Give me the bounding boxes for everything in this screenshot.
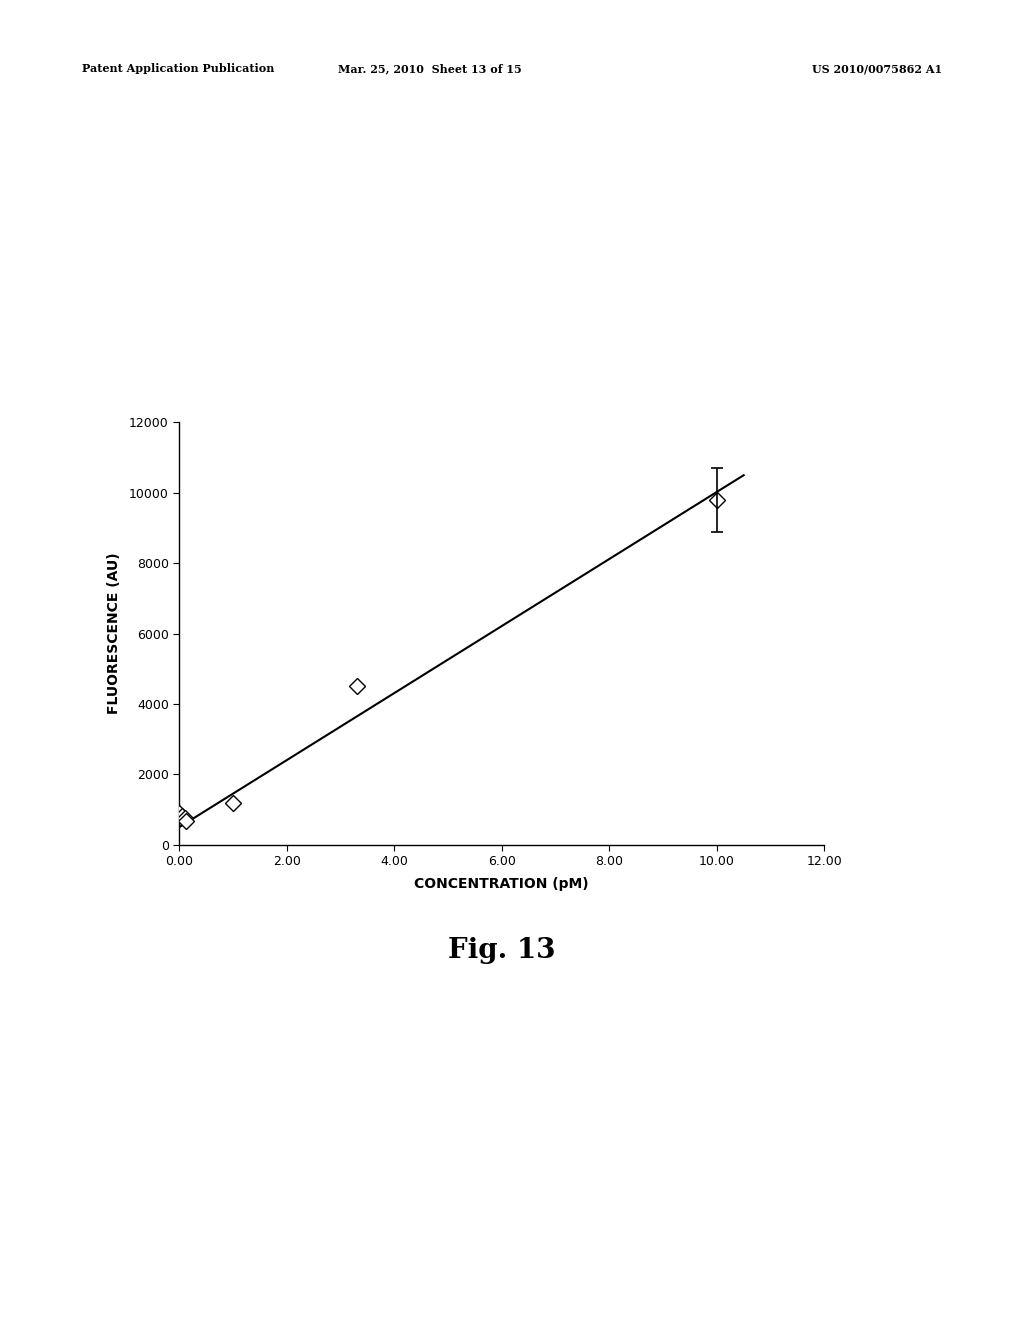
Text: Mar. 25, 2010  Sheet 13 of 15: Mar. 25, 2010 Sheet 13 of 15 [338, 63, 522, 74]
Y-axis label: FLUORESCENCE (AU): FLUORESCENCE (AU) [106, 553, 121, 714]
X-axis label: CONCENTRATION (pM): CONCENTRATION (pM) [415, 876, 589, 891]
Text: Patent Application Publication: Patent Application Publication [82, 63, 274, 74]
Text: Fig. 13: Fig. 13 [449, 937, 555, 964]
Text: US 2010/0075862 A1: US 2010/0075862 A1 [812, 63, 942, 74]
